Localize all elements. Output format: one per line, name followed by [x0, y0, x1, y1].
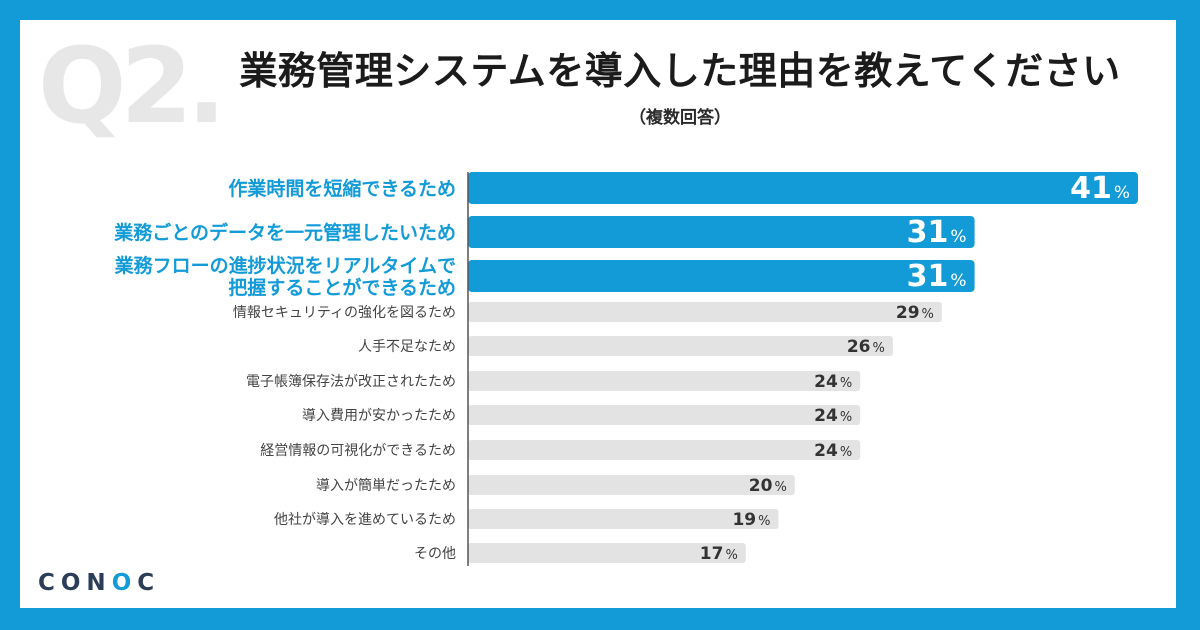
- value-label-7: 24%: [814, 406, 852, 426]
- bar-4: [468, 302, 942, 322]
- category-label-5: 人手不足なため: [358, 339, 456, 355]
- logo-text-accent: O: [111, 570, 138, 596]
- brand-logo: CONOC: [38, 570, 160, 596]
- category-label-4: 情報セキュリティの強化を図るため: [233, 305, 456, 321]
- value-label-3: 31%: [907, 259, 967, 294]
- logo-text-pre: CON: [38, 570, 112, 596]
- bar-1: [468, 172, 1138, 204]
- value-label-1: 41%: [1070, 171, 1130, 206]
- bar-11: [468, 543, 746, 563]
- category-label-3: 業務フローの進捗状況をリアルタイムで把握することができるため: [114, 254, 456, 299]
- bar-3: [468, 260, 975, 292]
- question-number: Q2.: [38, 25, 226, 147]
- value-label-11: 17%: [700, 544, 738, 564]
- bar-5: [468, 336, 893, 356]
- value-label-9: 20%: [749, 476, 787, 496]
- bar-2: [468, 216, 975, 248]
- chart-subtitle: （複数回答）: [629, 108, 731, 128]
- bar-8: [468, 440, 861, 460]
- value-label-4: 29%: [896, 303, 934, 323]
- category-label-7: 導入費用が安かったため: [302, 408, 456, 424]
- logo-text-post: C: [137, 570, 161, 596]
- value-label-6: 24%: [814, 372, 852, 392]
- bar-9: [468, 475, 795, 495]
- category-label-8: 経営情報の可視化ができるため: [260, 443, 456, 459]
- chart-title: 業務管理システムを導入した理由を教えてください: [239, 49, 1121, 93]
- value-label-8: 24%: [814, 441, 852, 461]
- value-label-5: 26%: [847, 337, 885, 357]
- bar-7: [468, 405, 861, 425]
- bar-6: [468, 371, 861, 391]
- category-label-9: 導入が簡単だったため: [316, 478, 456, 494]
- bar-10: [468, 509, 779, 529]
- category-label-10: 他社が導入を進めているため: [274, 512, 456, 528]
- category-label-1: 作業時間を短縮できるため: [228, 177, 456, 200]
- category-label-2: 業務ごとのデータを一元管理したいため: [113, 221, 456, 244]
- category-label-11: その他: [414, 546, 456, 562]
- category-label-6: 電子帳簿保存法が改正されたため: [246, 374, 456, 390]
- value-label-10: 19%: [732, 510, 770, 530]
- value-label-2: 31%: [907, 215, 967, 250]
